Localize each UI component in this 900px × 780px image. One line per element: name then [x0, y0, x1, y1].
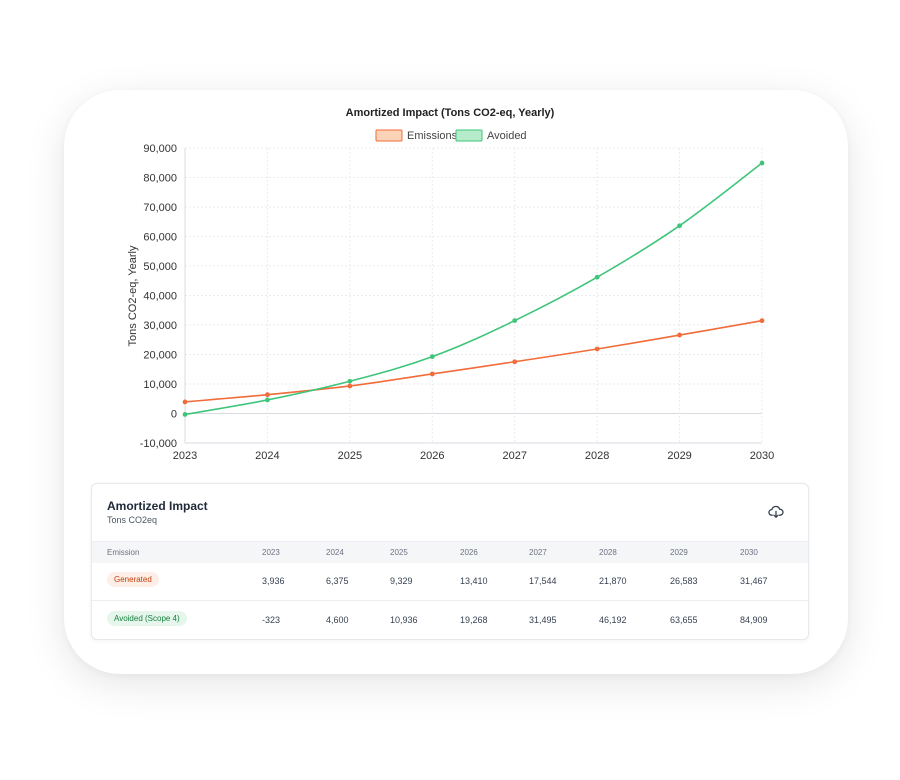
- y-tick-label: 60,000: [143, 232, 177, 244]
- table-cell: 10,936: [390, 615, 418, 625]
- column-header: 2024: [326, 548, 344, 557]
- emissions-legend-swatch[interactable]: [375, 129, 403, 142]
- table-cell: 26,583: [670, 576, 698, 586]
- avoided-data-point: [759, 160, 765, 166]
- chart-legend: Emissions Avoided: [375, 129, 527, 142]
- y-tick-label: -10,000: [140, 438, 177, 450]
- y-tick-label: 80,000: [143, 173, 177, 185]
- table-cell: 3,936: [262, 576, 285, 586]
- column-header: Emission: [107, 548, 140, 557]
- table-row: Generated 3,936 6,375 9,329 13,410 17,54…: [92, 562, 808, 601]
- chart-grid: [184, 147, 763, 444]
- table-cell: 6,375: [326, 576, 349, 586]
- y-tick-label: 10,000: [143, 379, 177, 391]
- table-cell: 17,544: [529, 576, 557, 586]
- table-cell: 46,192: [599, 615, 627, 625]
- chart-title: Amortized Impact (Tons CO2-eq, Yearly): [346, 107, 555, 119]
- avoided-data-point: [347, 378, 353, 384]
- column-header: 2030: [740, 548, 758, 557]
- cloud-download-icon[interactable]: [768, 504, 784, 520]
- avoided-badge: Avoided (Scope 4): [107, 611, 187, 626]
- x-tick-label: 2029: [667, 450, 691, 462]
- column-header: 2028: [599, 548, 617, 557]
- avoided-data-point: [512, 318, 518, 323]
- amortized-impact-table-panel: Amortized Impact Tons CO2eq Emission 202…: [91, 483, 809, 640]
- avoided-legend-swatch[interactable]: [455, 129, 483, 142]
- emissions-data-point: [347, 383, 353, 389]
- x-tick-label: 2030: [750, 450, 774, 462]
- x-axis-ticks: 2023 2024 2025 2026 2027 2028 2029 2030: [173, 450, 774, 462]
- column-header: 2027: [529, 548, 547, 557]
- emissions-data-point: [512, 359, 518, 365]
- y-tick-label: 90,000: [143, 143, 177, 155]
- y-tick-label: 30,000: [143, 320, 177, 332]
- column-header: 2029: [670, 548, 688, 557]
- panel-subtitle: Tons CO2eq: [107, 515, 158, 525]
- column-header: 2023: [262, 548, 280, 557]
- table-cell: 4,600: [326, 615, 349, 625]
- column-header: 2025: [390, 548, 408, 557]
- table-cell: 31,467: [740, 576, 768, 586]
- emissions-data-point: [265, 392, 270, 398]
- table-cell: 31,495: [529, 615, 557, 625]
- avoided-data-point: [677, 223, 682, 229]
- avoided-data-point: [182, 412, 188, 417]
- chart-series: [182, 160, 765, 417]
- emissions-data-point: [677, 332, 682, 338]
- table-cell: 84,909: [740, 615, 768, 625]
- table-cell: 13,410: [460, 576, 488, 586]
- column-header: 2026: [460, 548, 478, 557]
- table-cell: 19,268: [460, 615, 488, 625]
- table-header: Emission 2023 2024 2025 2026 2027 2028 2…: [92, 541, 808, 563]
- emissions-data-point: [759, 318, 765, 324]
- emissions-series-line: [184, 319, 763, 403]
- table-cell: 63,655: [670, 615, 698, 625]
- avoided-data-point: [594, 274, 600, 280]
- x-tick-label: 2023: [173, 450, 197, 462]
- x-tick-label: 2026: [420, 450, 444, 462]
- emissions-data-point: [594, 346, 600, 352]
- emissions-data-point: [429, 371, 435, 377]
- x-tick-label: 2025: [338, 450, 362, 462]
- y-axis-label: Tons CO2-eq, Yearly: [127, 245, 139, 346]
- x-tick-label: 2024: [255, 450, 279, 462]
- generated-badge: Generated: [107, 572, 159, 587]
- table-cell: 21,870: [599, 576, 627, 586]
- emissions-data-point: [182, 399, 188, 405]
- y-tick-label: 50,000: [143, 261, 177, 273]
- table-row: Avoided (Scope 4) -323 4,600 10,936 19,2…: [92, 601, 808, 639]
- emissions-legend-label[interactable]: Emissions: [407, 130, 458, 142]
- y-tick-label: 40,000: [143, 291, 177, 303]
- y-axis-ticks: 90,000 80,000 70,000 60,000 50,000 40,000 30,0…: [140, 143, 177, 450]
- table-cell: 9,329: [390, 576, 413, 586]
- table-cell: -323: [262, 615, 281, 625]
- line-chart: Amortized Impact (Tons CO2-eq, Yearly) E…: [127, 107, 774, 462]
- panel-title: Amortized Impact: [107, 499, 208, 513]
- y-tick-label: 20,000: [143, 350, 177, 362]
- y-tick-label: 70,000: [143, 202, 177, 214]
- avoided-series-line: [184, 162, 763, 416]
- avoided-data-point: [265, 397, 270, 403]
- avoided-legend-label[interactable]: Avoided: [487, 130, 527, 142]
- y-tick-label: 0: [171, 409, 177, 421]
- x-tick-label: 2027: [502, 450, 526, 462]
- avoided-data-point: [429, 354, 435, 360]
- x-tick-label: 2028: [585, 450, 609, 462]
